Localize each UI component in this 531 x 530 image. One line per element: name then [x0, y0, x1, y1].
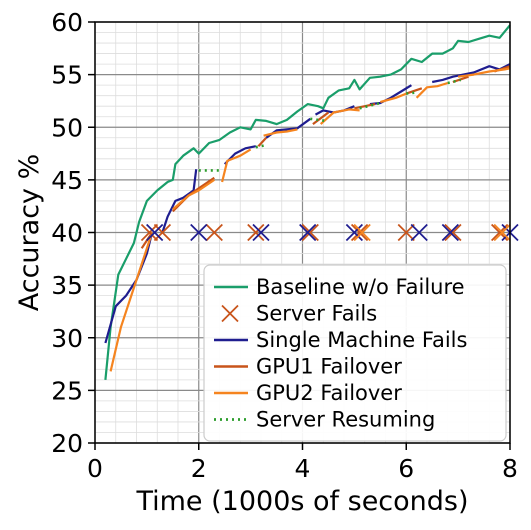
marker-server-fails [350, 223, 369, 242]
series-line-server-resuming [255, 143, 267, 149]
legend-label: Server Resuming [256, 408, 435, 432]
y-tick-label: 35 [51, 271, 83, 300]
series-line-gpu1-failover [405, 87, 423, 95]
legend-item: Server Fails [221, 302, 377, 326]
legend-label: GPU1 Failover [256, 355, 402, 379]
series-line-gpu2-failover [109, 232, 154, 372]
x-tick-label: 4 [295, 454, 311, 483]
y-axis-label: Accuracy % [14, 154, 45, 312]
series-line-gpu1-failover [312, 111, 330, 125]
y-tick-label: 25 [51, 376, 83, 405]
marker-server-fails [444, 223, 462, 242]
x-axis-label: Time (1000s of seconds) [135, 486, 468, 517]
marker-single-machine-fails [190, 223, 208, 242]
series-line-single-machine-fails [265, 117, 311, 139]
series-line-gpu2-failover [172, 178, 215, 211]
y-tick-label: 55 [51, 61, 83, 90]
marker-single-machine-fails [345, 223, 364, 242]
marker-server-fails [140, 223, 159, 242]
y-tick-label: 50 [51, 113, 83, 142]
y-tick-label: 60 [51, 8, 83, 37]
legend-label: Single Machine Fails [256, 328, 467, 352]
series-line-gpu2-failover [415, 81, 449, 99]
x-tick-label: 8 [502, 454, 518, 483]
series-line-gpu1-failover [257, 137, 268, 147]
legend-label: GPU2 Failover [256, 381, 402, 405]
marker-gpu2-failover [353, 223, 371, 242]
markers-layer [140, 223, 519, 242]
series-line-server-resuming [310, 117, 326, 123]
legend-marker-icon [221, 304, 239, 323]
marker-server-fails [301, 223, 319, 242]
x-tick-label: 6 [398, 454, 414, 483]
marker-single-machine-fails [252, 223, 270, 242]
marker-server-fails [247, 223, 265, 242]
marker-server-fails [205, 223, 223, 242]
legend-box [203, 264, 507, 442]
y-tick-label: 20 [51, 429, 83, 458]
x-tick-label: 0 [87, 454, 103, 483]
series-line-gpu2-failover [319, 108, 360, 125]
ticks: 0 2 4 6 8 20 25 30 35 40 45 50 55 60 [51, 8, 518, 483]
marker-single-machine-fails [146, 223, 164, 242]
series-line-single-machine-fails [104, 232, 154, 344]
y-tick-label: 30 [51, 324, 83, 353]
marker-single-machine-fails [299, 223, 317, 242]
y-tick-label: 40 [51, 219, 83, 248]
series-line-gpu2-failover [263, 128, 298, 137]
series-line-single-machine-fails [431, 63, 511, 84]
series-line-server-resuming [447, 78, 462, 85]
marker-gpu2-failover [493, 223, 511, 242]
series-line-single-machine-fails [369, 84, 412, 106]
legend-item: Single Machine Fails [214, 328, 467, 352]
series-line-gpu2-failover [380, 92, 407, 104]
legend-label: Server Fails [256, 302, 377, 326]
series-line-gpu2-failover [221, 148, 252, 183]
series-line-single-machine-fails [161, 169, 198, 233]
series-line-baseline-w-o-failure [104, 24, 511, 381]
legend-item: GPU2 Failover [214, 381, 402, 405]
marker-single-machine-fails [410, 223, 428, 242]
series-line-server-resuming [406, 91, 417, 95]
marker-single-machine-fails [441, 223, 459, 242]
legend-label: Baseline w/o Failure [256, 275, 465, 299]
legend-item: GPU1 Failover [214, 355, 402, 379]
legend-item: Server Resuming [214, 408, 435, 432]
marker-server-fails [397, 223, 415, 242]
y-tick-label: 45 [51, 166, 83, 195]
series-layer [104, 24, 511, 381]
marker-server-fails [153, 223, 172, 242]
series-line-gpu2-failover [457, 67, 511, 78]
legend-item: Baseline w/o Failure [214, 275, 465, 299]
x-tick-label: 2 [191, 454, 207, 483]
